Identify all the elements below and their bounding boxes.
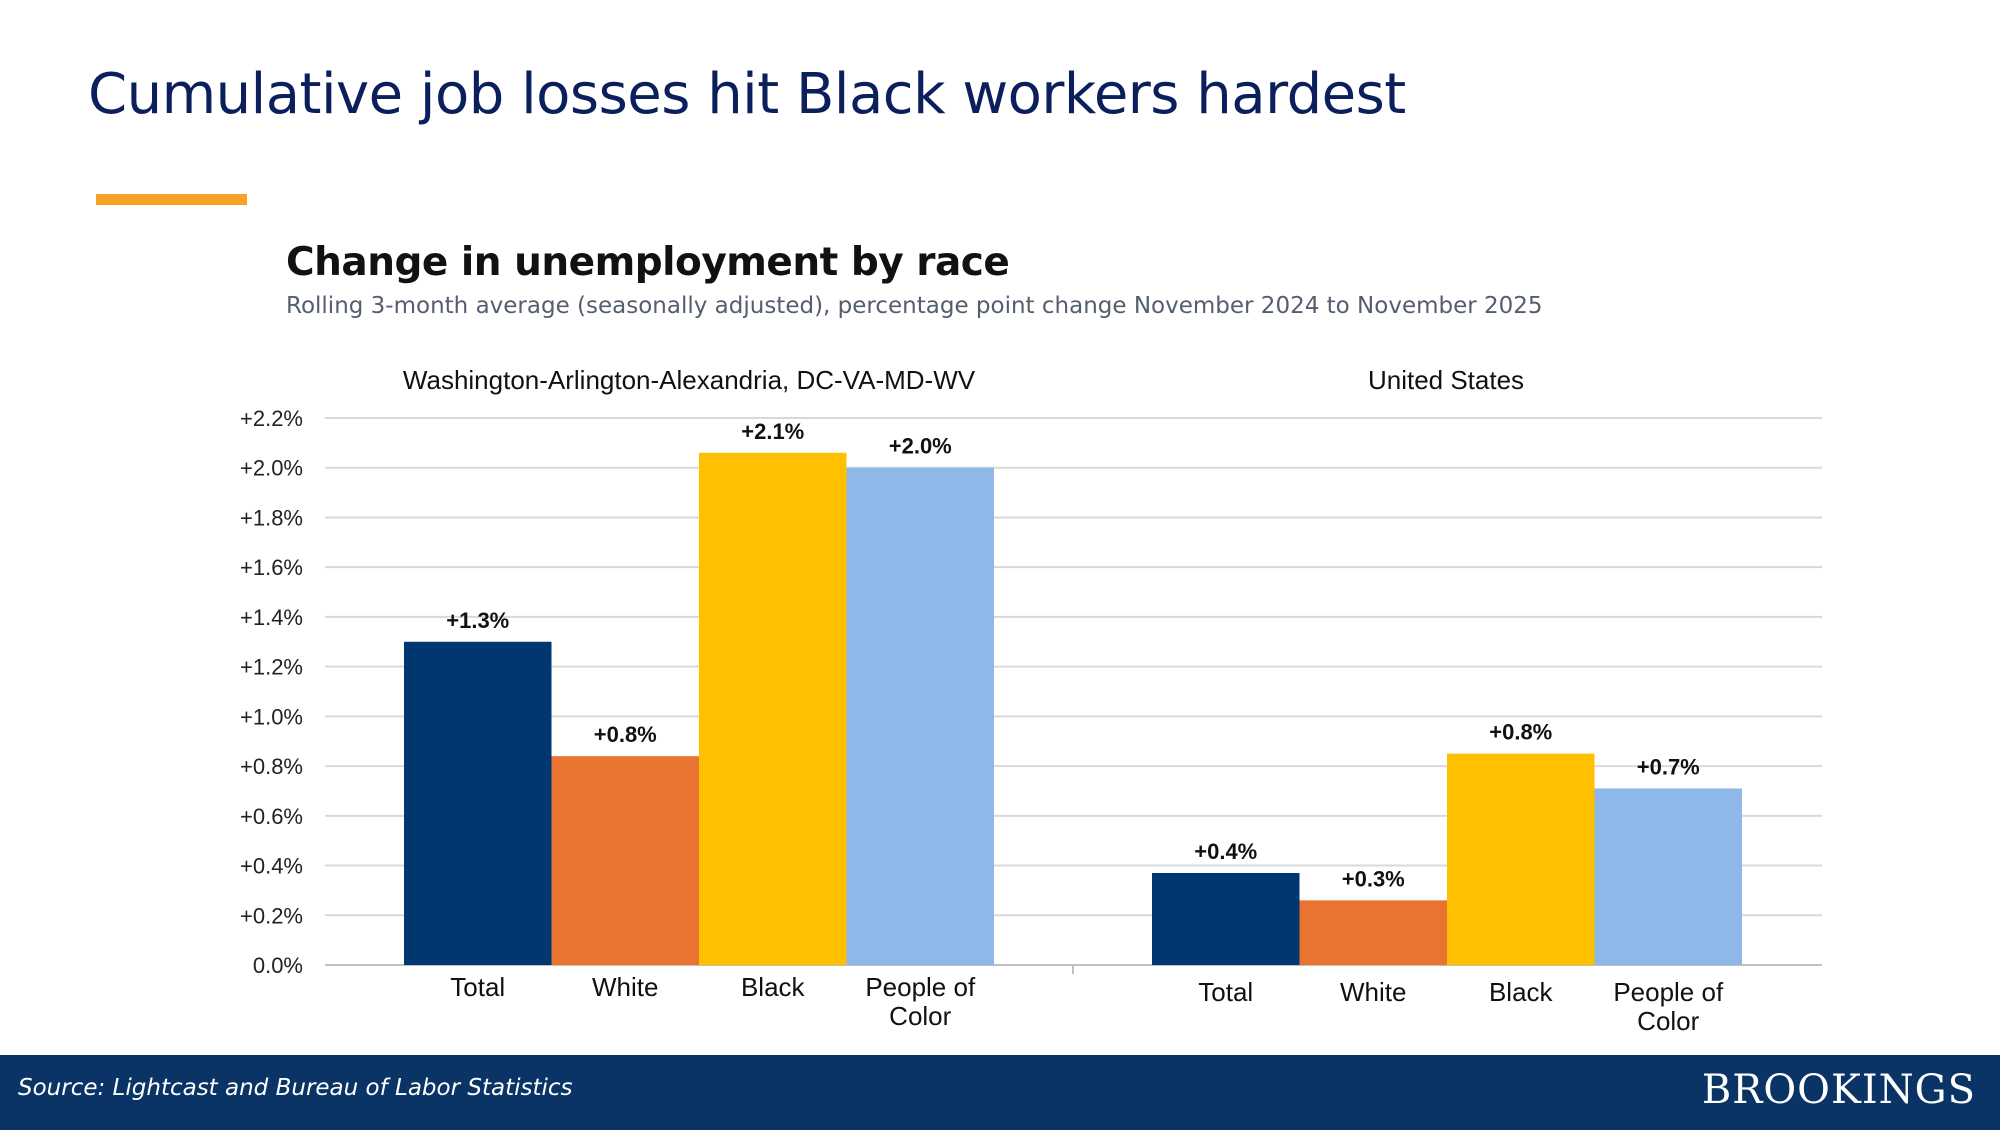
category-label: Total [1198,977,1253,1007]
category-label: Black [1489,977,1554,1007]
source-note: Source: Lightcast and Bureau of Labor St… [18,1075,573,1101]
data-label: +2.0% [889,434,952,459]
bar-people-of-color [1594,788,1742,965]
category-label: White [1340,977,1406,1007]
slide-title: Cumulative job losses hit Black workers … [88,62,1406,127]
category-label: People of Color [1613,977,1724,1036]
bar-white [1299,900,1447,965]
data-label: +1.3% [446,608,509,633]
bar-total [404,641,552,965]
chart-title: Change in unemployment by race [286,240,1010,285]
data-label: +0.7% [1637,754,1700,779]
y-tick-label: +1.0% [240,704,303,729]
data-label: +0.4% [1194,839,1257,864]
footer: Source: Lightcast and Bureau of Labor St… [0,1055,2000,1130]
data-label: +0.8% [1489,720,1552,745]
y-tick-label: +1.2% [240,655,303,680]
y-tick-label: +1.6% [240,555,303,580]
bar-total [1152,873,1300,965]
bar-people-of-color [846,467,994,965]
y-tick-label: +1.4% [240,605,303,630]
y-tick-label: +1.8% [240,505,303,530]
data-label: +2.1% [741,419,804,444]
brookings-logo: BROOKINGS [1701,1067,1976,1113]
y-tick-label: +0.2% [240,903,303,928]
panel-title: United States [1368,365,1524,395]
bar-black [699,452,847,965]
y-tick-label: +0.4% [240,854,303,879]
bar-chart: 0.0% +0.2% +0.4% +0.6% +0.8% +1.0% +1.2% +1.4% +… [240,365,1822,1036]
data-label: +0.8% [594,722,657,747]
accent-bar [96,194,247,205]
y-tick-label: 0.0% [253,953,303,978]
y-tick-label: +0.6% [240,804,303,829]
y-tick-label: +0.8% [240,754,303,779]
category-label: Total [450,972,505,1002]
panel-title: Washington-Arlington-Alexandria, DC-VA-M… [403,365,976,395]
category-label: People of Color [865,972,976,1031]
y-tick-label: +2.2% [240,406,303,431]
bar-white [551,756,699,965]
category-label: Black [741,972,806,1002]
bar-black [1447,753,1595,965]
data-label: +0.3% [1342,866,1405,891]
y-tick-label: +2.0% [240,456,303,481]
category-label: White [592,972,658,1002]
chart-subtitle: Rolling 3-month average (seasonally adju… [286,293,1543,319]
